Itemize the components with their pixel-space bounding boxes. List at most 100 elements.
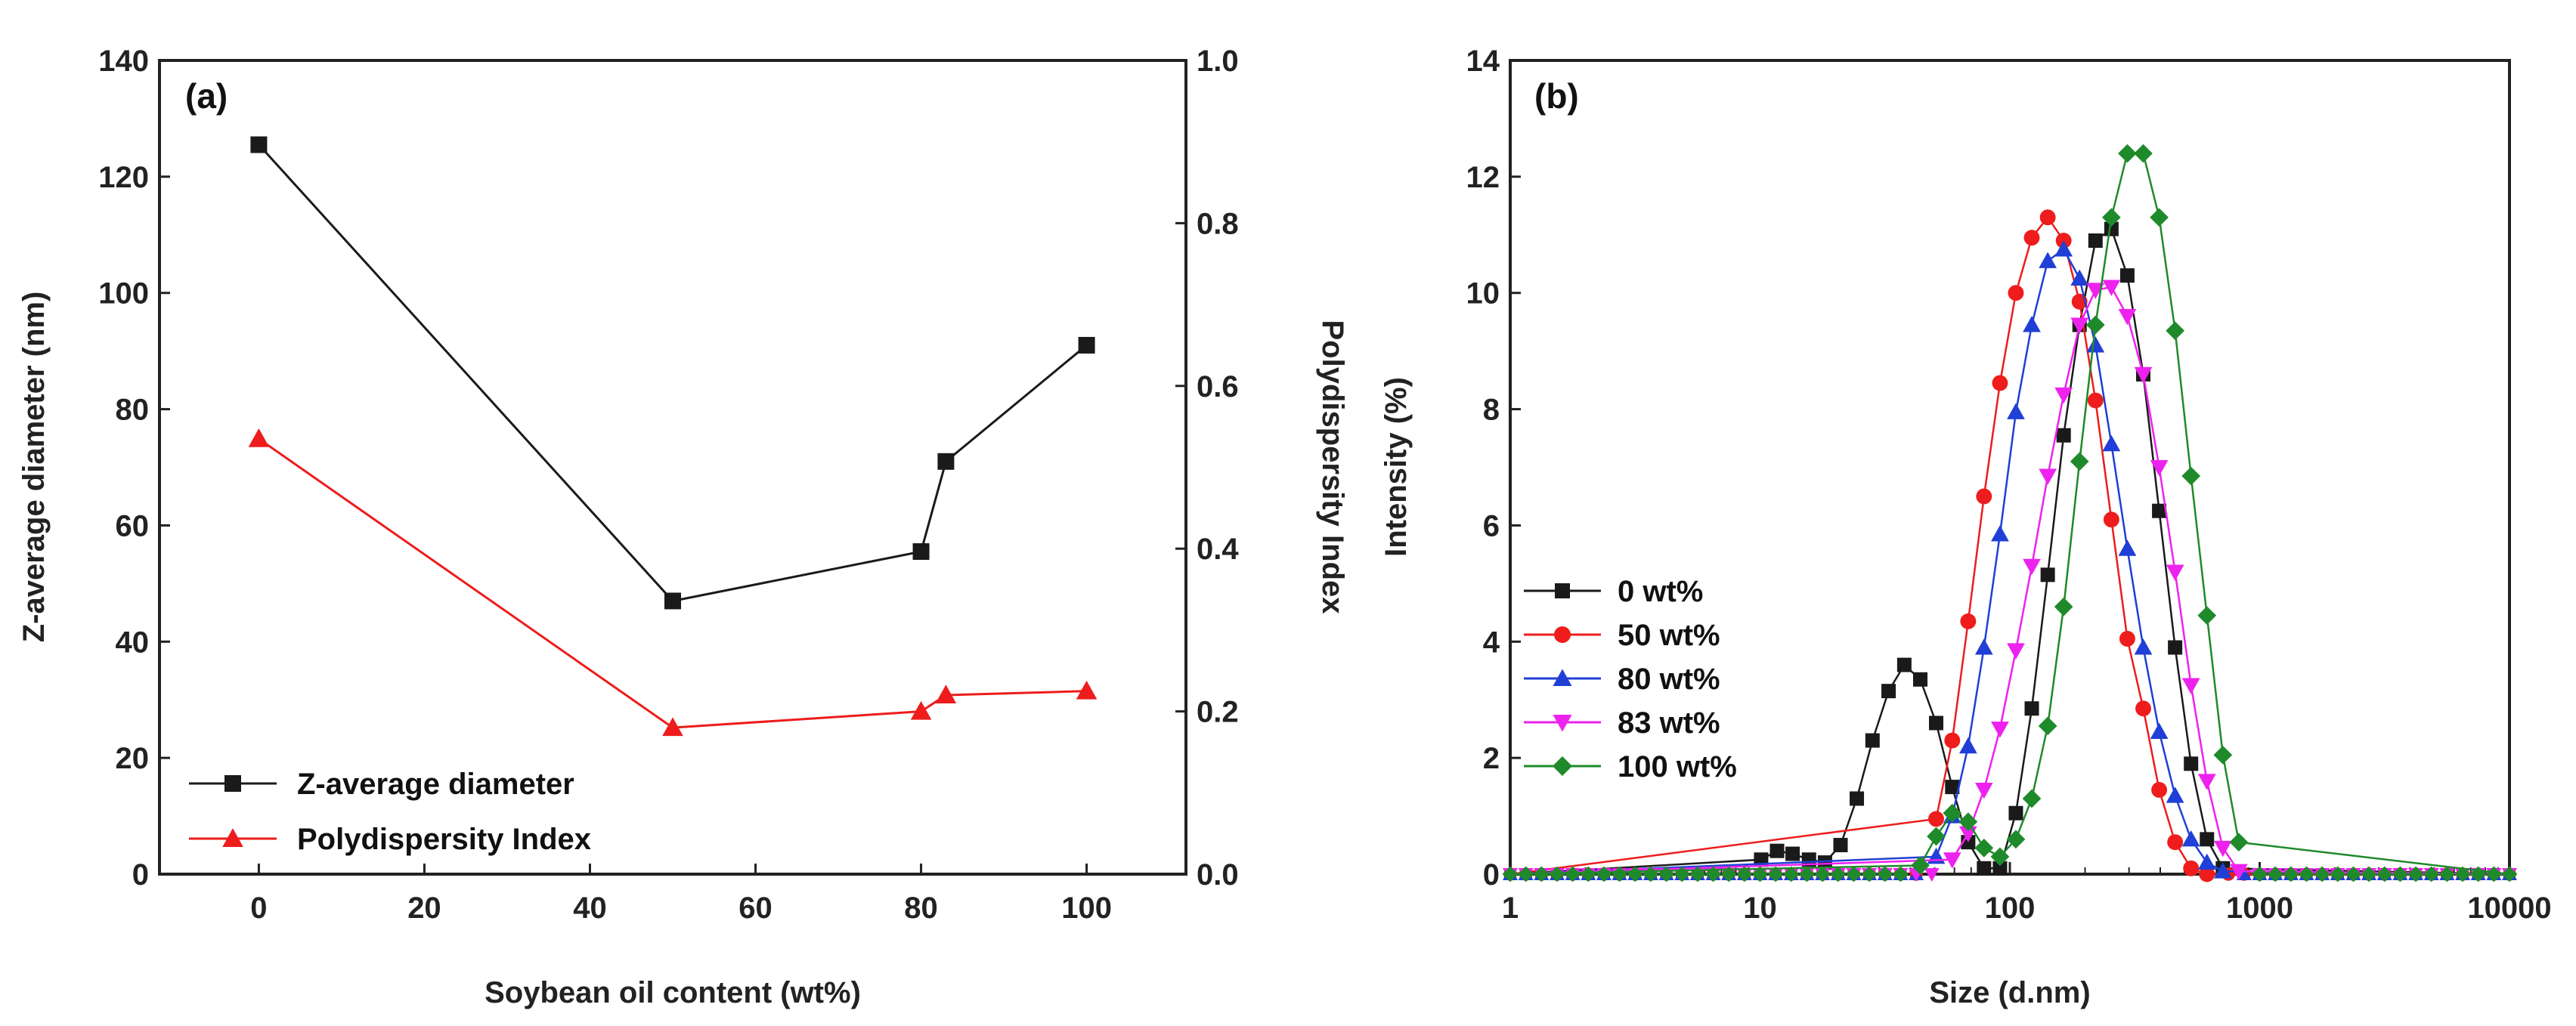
panel-b-x-axis-title: Size (d.nm) <box>1929 976 2090 1009</box>
panel-b-data-point <box>2087 392 2104 409</box>
panel-b-data-point <box>1817 855 1832 870</box>
panel-b-baseline-point <box>1612 866 1627 882</box>
panel-a-series <box>248 136 1098 737</box>
panel-b-baseline-point <box>1893 866 1909 882</box>
panel-a-series-line-1 <box>258 437 1087 729</box>
panel-a-label: (a) <box>185 76 228 116</box>
panel-b-baseline-point <box>1783 866 1800 882</box>
panel-b-data-point <box>2166 564 2184 581</box>
panel-a-x-tick-label: 0 <box>250 892 267 925</box>
panel-a-x-axis-title: Soybean oil content (wt%) <box>485 976 861 1009</box>
panel-b-baseline-point <box>1518 866 1534 882</box>
panel-b-data-point <box>2197 606 2217 626</box>
panel-a-y-tick-label: 100 <box>98 277 149 311</box>
panel-b-baseline-point <box>1877 866 1893 882</box>
panel-a-data-point <box>662 717 683 737</box>
panel-b-data-point <box>1833 838 1848 853</box>
panel-b-data-point <box>2168 640 2183 655</box>
panel-b-data-point <box>2119 268 2135 283</box>
panel-a-y-tick-label: 140 <box>98 45 149 78</box>
panel-b-data-point <box>2134 144 2153 163</box>
panel-b-data-point <box>2213 745 2233 765</box>
panel-b-data-point <box>2086 336 2105 353</box>
panel-a-y2-axis-title: Polydispersity Index <box>1316 320 1349 613</box>
panel-b-baseline-point <box>1767 866 1784 882</box>
panel-b-data-point <box>1943 803 1962 823</box>
panel-b-baseline-point <box>1705 866 1721 882</box>
panel-a-legend-label: Z-average diameter <box>297 768 574 801</box>
panel-b-data-point <box>2152 503 2167 518</box>
panel-b-data-point <box>2150 722 2169 740</box>
panel-a-data-point <box>248 428 270 447</box>
panel-a-y-tick-label: 0 <box>132 858 149 892</box>
panel-b-baseline-point <box>2501 866 2518 882</box>
panel-a-y2-tick-label: 0.0 <box>1197 858 1239 892</box>
panel-a-y-tick-label: 40 <box>116 626 150 659</box>
panel-b-data-point <box>2023 230 2040 246</box>
panel-b-data-point <box>2102 280 2121 296</box>
panel-b-data-point <box>2118 539 2137 556</box>
panel-a-legend-label: Polydispersity Index <box>297 823 591 856</box>
panel-b-baseline-point <box>2330 866 2346 882</box>
panel-a-y2-tick-label: 1.0 <box>1197 45 1239 78</box>
panel-b-baseline-point <box>2438 866 2455 882</box>
panel-b-baseline-point <box>1502 866 1519 882</box>
panel-b-data-point <box>2085 315 2105 335</box>
panel-b-data-point <box>1990 847 2010 867</box>
panel-b-baseline-point <box>2376 866 2393 882</box>
panel-b-baseline-point <box>1533 866 1550 882</box>
panel-b-data-point <box>2070 317 2089 334</box>
panel-b-baseline-point <box>2470 866 2487 882</box>
panel-b-data-point <box>2213 840 2232 858</box>
panel-b-data-point <box>1913 672 1928 687</box>
panel-b-data-point <box>2135 700 2151 717</box>
panel-b-baseline-point <box>1752 866 1768 882</box>
panel-b-baseline-point <box>1643 866 1659 882</box>
panel-b-y-tick-label: 0 <box>1483 858 1500 892</box>
panel-b-data-point <box>1977 861 1992 876</box>
panel-a-y2-tick-label: 0.8 <box>1197 207 1239 240</box>
panel-b-data-point <box>2070 269 2089 286</box>
panel-b-baseline-point <box>2283 866 2299 882</box>
panel-b-data-point <box>1927 848 1946 864</box>
panel-b-x-tick-label: 10 <box>1743 892 1777 925</box>
panel-b-data-point <box>2151 782 2168 798</box>
panel-a-data-point <box>910 700 932 720</box>
panel-b-y-tick-label: 10 <box>1466 277 1500 311</box>
panel-b-data-point <box>1974 638 1993 655</box>
panel-b-data-point <box>1976 488 1992 505</box>
panel-b-data-point <box>2040 567 2055 583</box>
panel-b-baseline-point <box>1924 868 1940 882</box>
panel-b: 1 10 100 1000 10000 0 2 4 6 8 10 12 14 (b) Size (d.n… <box>1379 45 2552 1009</box>
panel-b-legend-marker <box>1553 715 1572 732</box>
panel-b-data-point <box>2054 387 2073 404</box>
panel-b-legend-label: 0 wt% <box>1618 575 1703 608</box>
panel-b-legend-marker <box>1553 669 1572 686</box>
panel-b-data-point <box>2213 862 2232 879</box>
panel-a-plot-frame <box>158 59 1187 876</box>
panel-b-data-point <box>2181 678 2200 694</box>
panel-b-baseline-point <box>2345 866 2361 882</box>
panel-b-baseline-point <box>1861 866 1878 882</box>
panel-b-data-point <box>1865 733 1880 748</box>
panel-b-baseline-point <box>2485 866 2502 882</box>
panel-b-x-tick-label: 100 <box>1985 892 2036 925</box>
panel-b-legend-label: 83 wt% <box>1618 706 1720 740</box>
panel-b-data-point <box>1944 732 1961 749</box>
panel-b-data-point <box>2039 252 2057 268</box>
panel-b-data-point <box>2166 321 2184 341</box>
panel-b-data-point <box>1960 613 1977 629</box>
panel-b-label: (b) <box>1534 76 1579 116</box>
panel-a-x-tick-label: 60 <box>738 892 772 925</box>
panel-a-data-point <box>1076 680 1098 700</box>
panel-b-data-point <box>1896 657 1912 672</box>
panel-b-legend-label: 100 wt% <box>1618 750 1737 783</box>
panel-b-ticks: 1 10 100 1000 10000 0 2 4 6 8 10 12 14 <box>1466 45 2552 925</box>
panel-b-data-point <box>2102 208 2121 227</box>
panel-b-data-point <box>2006 830 2026 849</box>
panel-a-y2-tick-label: 0.2 <box>1197 696 1239 729</box>
panel-a-y-tick-label: 120 <box>98 161 149 194</box>
panel-a-data-point <box>250 136 268 153</box>
panel-b-data-point <box>2118 144 2137 163</box>
